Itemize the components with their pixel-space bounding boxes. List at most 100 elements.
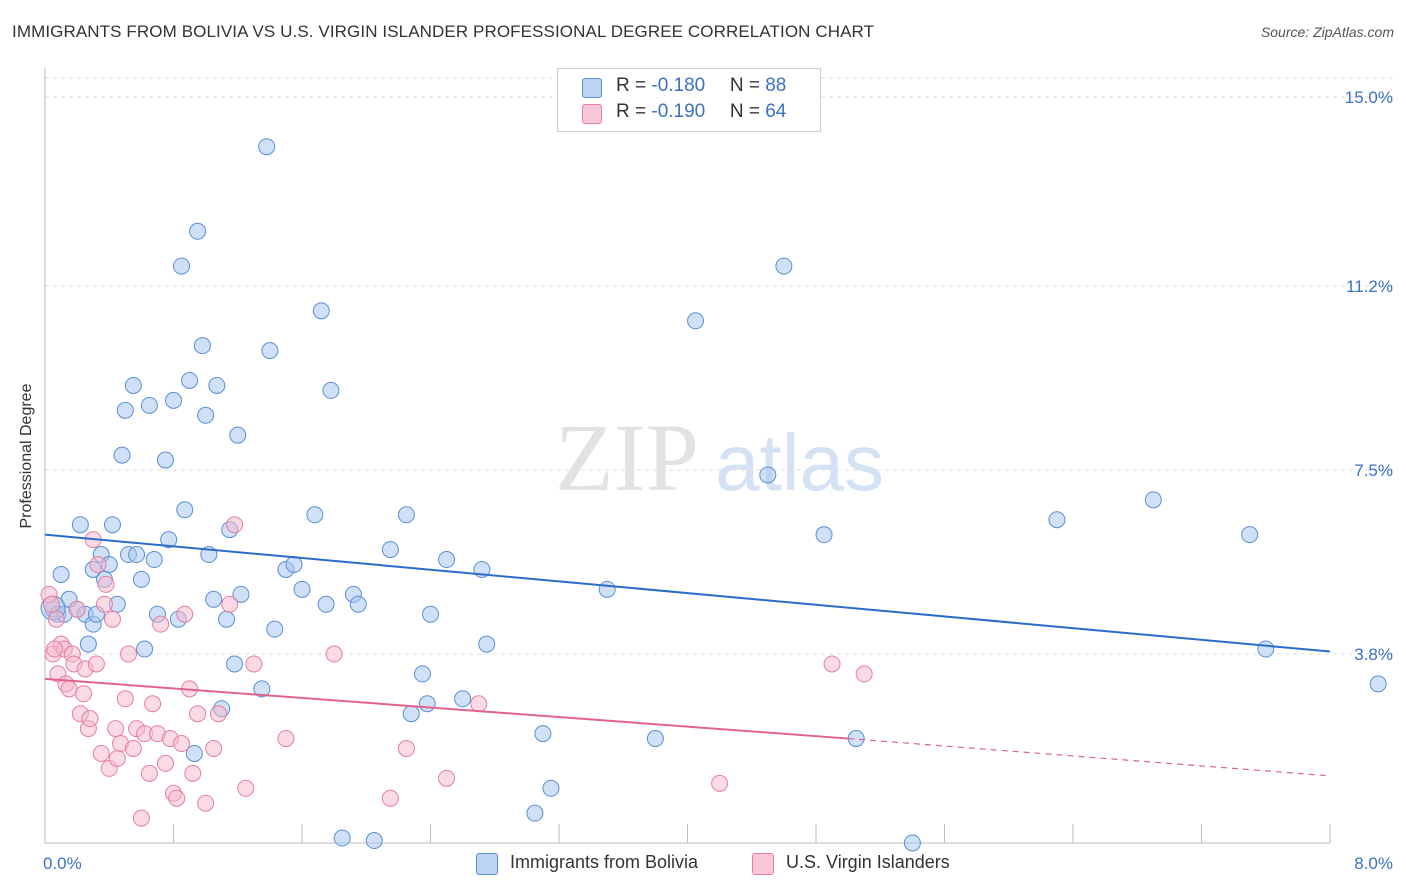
data-point-virgin-islanders — [325, 645, 343, 663]
data-point-virgin-islanders — [144, 695, 162, 713]
data-point-virgin-islanders — [226, 516, 244, 534]
data-point-bolivia — [312, 302, 330, 320]
data-point-bolivia — [365, 832, 383, 850]
source-label: Source: ZipAtlas.com — [1260, 24, 1394, 40]
data-point-bolivia — [79, 635, 97, 653]
watermark-atlas: atlas — [715, 418, 884, 507]
data-point-virgin-islanders — [140, 764, 158, 782]
data-point-virgin-islanders — [197, 794, 215, 812]
data-point-virgin-islanders — [103, 610, 121, 628]
data-point-bolivia — [266, 620, 284, 638]
data-point-bolivia — [903, 834, 921, 852]
data-point-bolivia — [646, 730, 664, 748]
data-point-bolivia — [333, 829, 351, 847]
data-point-bolivia — [1257, 640, 1275, 658]
data-point-virgin-islanders — [176, 605, 194, 623]
data-point-virgin-islanders — [156, 754, 174, 772]
data-point-bolivia — [293, 580, 311, 598]
y-tick-label: 7.5% — [1354, 461, 1393, 480]
data-point-bolivia — [205, 590, 223, 608]
legend-n-value: 64 — [765, 101, 787, 122]
data-point-bolivia — [253, 680, 271, 698]
data-point-virgin-islanders — [68, 600, 86, 618]
data-point-virgin-islanders — [438, 769, 456, 787]
data-point-virgin-islanders — [245, 655, 263, 673]
x-tick-label: 8.0% — [1354, 854, 1393, 873]
data-point-bolivia — [598, 580, 616, 598]
data-point-bolivia — [687, 312, 705, 330]
data-point-bolivia — [306, 506, 324, 524]
data-point-bolivia — [136, 640, 154, 658]
data-point-virgin-islanders — [189, 705, 207, 723]
data-point-bolivia — [193, 337, 211, 355]
data-point-bolivia — [181, 371, 199, 389]
data-point-bolivia — [103, 516, 121, 534]
data-point-bolivia — [534, 725, 552, 743]
data-point-bolivia — [189, 222, 207, 240]
data-point-virgin-islanders — [173, 735, 191, 753]
trend-line-virgin-islanders-extrapolated — [848, 737, 1331, 777]
legend-r-value: -0.180 — [651, 75, 706, 96]
data-point-bolivia — [438, 551, 456, 569]
data-point-bolivia — [1048, 511, 1066, 529]
y-axis-label: Professional Degree — [18, 383, 35, 529]
data-point-bolivia — [156, 451, 174, 469]
data-point-virgin-islanders — [381, 789, 399, 807]
y-tick-label: 11.2% — [1346, 277, 1393, 296]
data-point-bolivia — [1144, 491, 1162, 509]
trend-line-bolivia — [44, 533, 1331, 653]
data-point-bolivia — [478, 635, 496, 653]
data-point-bolivia — [140, 396, 158, 414]
x-tick-label: 0.0% — [43, 854, 82, 873]
data-point-virgin-islanders — [237, 779, 255, 797]
data-point-bolivia — [261, 342, 279, 360]
data-point-bolivia — [815, 526, 833, 544]
data-point-bolivia — [397, 506, 415, 524]
data-point-virgin-islanders — [277, 730, 295, 748]
data-point-virgin-islanders — [89, 555, 107, 573]
legend-r-label: R = — [616, 75, 652, 96]
data-point-bolivia — [160, 531, 178, 549]
legend-n-label: N = — [729, 75, 766, 96]
data-point-virgin-islanders — [87, 655, 105, 673]
data-point-virgin-islanders — [124, 740, 142, 758]
data-point-virgin-islanders — [823, 655, 841, 673]
data-point-virgin-islanders — [209, 705, 227, 723]
data-point-bolivia — [526, 804, 544, 822]
data-point-virgin-islanders — [107, 720, 125, 738]
data-point-bolivia — [124, 376, 142, 394]
bottom-legend-swatch-blue — [476, 853, 498, 875]
data-point-bolivia — [317, 595, 335, 613]
data-point-virgin-islanders — [92, 744, 110, 762]
data-point-bolivia — [454, 690, 472, 708]
data-point-bolivia — [285, 555, 303, 573]
data-point-bolivia — [759, 466, 777, 484]
data-point-bolivia — [422, 605, 439, 623]
data-point-virgin-islanders — [116, 690, 134, 708]
data-point-bolivia — [185, 744, 203, 762]
data-point-virgin-islanders — [152, 615, 170, 633]
data-point-virgin-islanders — [46, 640, 64, 658]
data-point-bolivia — [322, 381, 340, 399]
data-point-bolivia — [542, 779, 560, 797]
legend-r-value: -0.190 — [651, 101, 706, 122]
data-point-bolivia — [128, 546, 146, 564]
data-point-bolivia — [145, 551, 163, 569]
data-point-virgin-islanders — [168, 789, 186, 807]
data-point-bolivia — [775, 257, 793, 275]
data-point-virgin-islanders — [184, 764, 202, 782]
data-point-virgin-islanders — [855, 665, 873, 683]
data-point-bolivia — [116, 401, 134, 419]
legend-swatch-blue — [582, 78, 602, 98]
data-point-bolivia — [176, 501, 194, 519]
data-point-virgin-islanders — [42, 595, 60, 613]
data-point-virgin-islanders — [81, 710, 99, 728]
data-point-virgin-islanders — [47, 610, 65, 628]
legend-n-value: 88 — [765, 75, 787, 96]
legend-swatch-pink — [582, 104, 602, 124]
data-point-bolivia — [413, 665, 431, 683]
data-point-virgin-islanders — [97, 575, 115, 593]
bottom-legend-label: Immigrants from Bolivia — [510, 852, 699, 872]
stats-legend: R = -0.180 N = 88 R = -0.190 N = 64 — [557, 68, 821, 132]
